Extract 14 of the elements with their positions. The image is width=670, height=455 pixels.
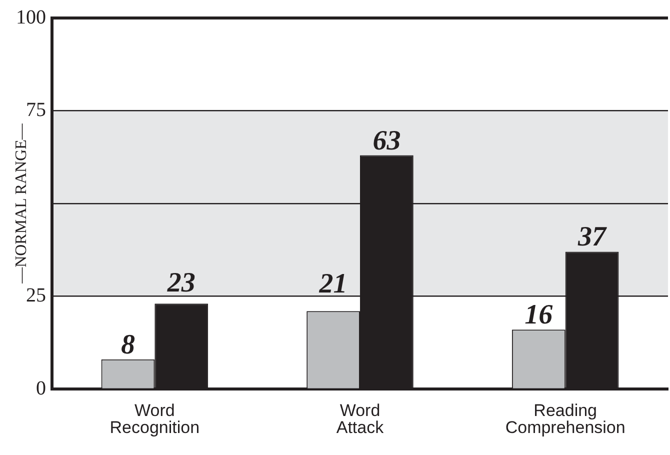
x-tick-label: Reading Comprehension (505, 401, 626, 438)
y-tick-label: 75 (26, 99, 46, 121)
band-label: —NORMAL RANGE— (13, 122, 30, 284)
data-label: 21 (318, 268, 348, 300)
data-label: 63 (372, 125, 401, 156)
data-label: 37 (577, 222, 608, 253)
y-tick-label: 100 (16, 6, 46, 28)
y-tick-label: 25 (26, 284, 46, 306)
data-label: 8 (120, 329, 135, 360)
y-tick-label: 0 (36, 377, 46, 400)
data-label: 23 (166, 267, 196, 298)
x-tick-label: Word Recognition (110, 401, 200, 438)
data-label: 16 (524, 300, 553, 331)
x-tick-label: Word Attack (336, 401, 384, 438)
